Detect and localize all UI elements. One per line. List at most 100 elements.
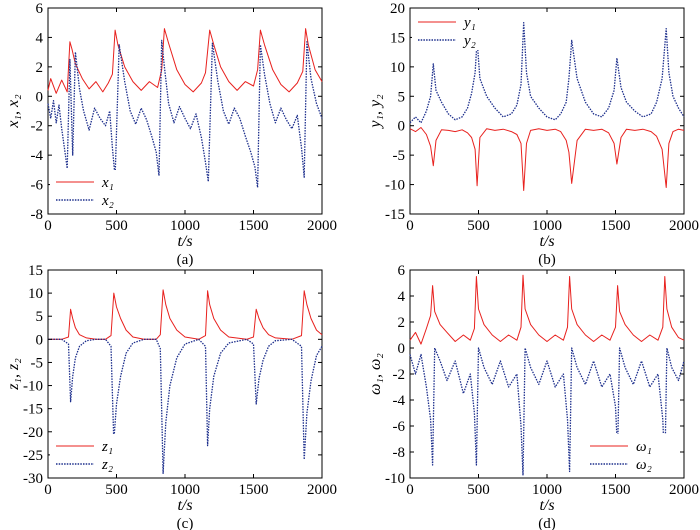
y-axis-label-c: z₁, z₂ <box>5 358 22 391</box>
series-line-c-2 <box>48 338 323 475</box>
legend-c: z₁ z₂ <box>50 434 146 474</box>
ticks-d: 0 500 1000 1500 2000 -10 -8 -6 -4 -2 0 2 4 6 <box>385 263 699 498</box>
x-tick-label-d-2: 1000 <box>532 482 562 498</box>
series-layer-d <box>409 274 685 477</box>
y-tick-label-a-3: -2 <box>31 119 44 135</box>
legend-box-d <box>584 434 680 474</box>
legend-box-a <box>50 170 146 210</box>
x-tick-label-b-1: 500 <box>467 218 490 234</box>
caption-a: (a) <box>177 252 194 268</box>
y-tick-label-c-8: 10 <box>28 286 43 302</box>
x-tick-label-b-0: 0 <box>406 218 414 234</box>
x-tick-label-c-1: 500 <box>105 482 128 498</box>
legend-label-a-1: x₁ <box>101 175 114 191</box>
y-axis-label-b: y₁, y₂ <box>367 94 384 130</box>
series-line-c-1 <box>48 289 323 340</box>
y-tick-label-c-6: 0 <box>36 332 44 348</box>
x-tick-label-d-1: 500 <box>467 482 490 498</box>
y-tick-label-d-8: 6 <box>398 263 406 279</box>
legend-label-a-2: x₂ <box>101 193 114 209</box>
x-tick-label-c-3: 1500 <box>239 482 269 498</box>
x-tick-label-c-0: 0 <box>44 482 52 498</box>
y-tick-label-d-7: 4 <box>398 289 406 305</box>
y-tick-label-b-1: -10 <box>385 178 405 194</box>
series-line-b-2 <box>409 22 685 124</box>
x-tick-label-d-0: 0 <box>406 482 414 498</box>
legend-label-d-2: ω₂ <box>636 457 652 473</box>
y-tick-label-d-6: 2 <box>398 315 406 331</box>
x-axis-label-a: t/s <box>177 233 192 250</box>
y-tick-label-a-2: -4 <box>31 148 44 164</box>
x-tick-label-a-1: 500 <box>105 218 128 234</box>
legend-b: y₁ y₂ <box>412 10 508 50</box>
x-tick-label-d-4: 2000 <box>669 482 699 498</box>
caption-c: (c) <box>177 516 194 530</box>
x-tick-label-a-2: 1000 <box>170 218 200 234</box>
y-tick-label-b-2: -5 <box>393 148 406 164</box>
legend-label-c-2: z₂ <box>101 457 113 473</box>
series-layer-b <box>409 22 685 191</box>
series-line-b-1 <box>409 127 685 191</box>
y-tick-label-c-4: -10 <box>23 379 43 395</box>
panel-c: 0 500 1000 1500 2000-30-25-20-15-10-5051015 … <box>5 263 337 530</box>
y-tick-label-c-3: -15 <box>23 402 43 418</box>
legend-label-c-1: z₁ <box>101 439 113 455</box>
y-tick-label-a-1: -6 <box>31 178 44 194</box>
y-tick-label-b-5: 10 <box>390 60 405 76</box>
y-tick-label-d-4: -2 <box>393 367 406 383</box>
panel-b: 0 500 1000 1500 2000 -15 -10 -5 0 5 10 15 20 t/s y₁,… <box>367 1 699 268</box>
y-tick-label-a-0: -8 <box>31 207 44 223</box>
x-tick-label-a-0: 0 <box>44 218 52 234</box>
y-tick-label-c-9: 15 <box>28 263 43 279</box>
y-tick-label-d-2: -6 <box>393 419 406 435</box>
legend-box-c <box>50 434 146 474</box>
x-tick-label-c-2: 1000 <box>170 482 200 498</box>
y-tick-label-d-0: -10 <box>385 471 405 487</box>
y-tick-label-a-5: 2 <box>36 60 44 76</box>
legend-label-d-1: ω₁ <box>636 439 652 455</box>
y-tick-label-a-4: 0 <box>36 89 44 105</box>
y-tick-label-d-3: -4 <box>393 393 406 409</box>
legend-label-b-1: y₁ <box>462 15 476 31</box>
x-tick-label-b-3: 1500 <box>601 218 631 234</box>
legend-d: ω₁ ω₂ <box>584 434 680 474</box>
y-tick-label-d-1: -8 <box>393 445 406 461</box>
x-tick-label-c-4: 2000 <box>307 482 337 498</box>
x-tick-label-a-4: 2000 <box>307 218 337 234</box>
y-tick-label-b-0: -15 <box>385 207 405 223</box>
series-layer-c <box>48 289 323 475</box>
x-tick-label-b-4: 2000 <box>669 218 699 234</box>
caption-d: (d) <box>538 516 556 530</box>
panel-d: 0 500 1000 1500 2000 -10 -8 -6 -4 -2 0 2 4 6 t/s ω₁, … <box>367 263 699 530</box>
y-tick-label-c-2: -20 <box>23 425 43 441</box>
ticks-b: 0 500 1000 1500 2000 -15 -10 -5 0 5 10 15 20 <box>385 1 699 234</box>
series-line-d-1 <box>409 274 685 345</box>
y-tick-label-b-3: 0 <box>398 119 406 135</box>
y-axis-label-d: ω₁, ω₂ <box>367 353 384 395</box>
x-axis-label-c: t/s <box>177 497 192 514</box>
y-tick-label-c-0: -30 <box>23 471 43 487</box>
y-tick-label-b-6: 15 <box>390 30 405 46</box>
y-tick-label-b-4: 5 <box>398 89 406 105</box>
y-axis-label-a: x₁, x₂ <box>5 94 22 129</box>
y-tick-label-b-7: 20 <box>390 1 405 17</box>
y-tick-label-a-6: 4 <box>36 30 44 46</box>
x-axis-label-d: t/s <box>539 497 554 514</box>
x-tick-label-a-3: 1500 <box>239 218 269 234</box>
caption-b: (b) <box>538 252 556 268</box>
y-tick-label-c-7: 5 <box>36 309 44 325</box>
series-line-a-1 <box>47 28 323 94</box>
legend-label-b-2: y₂ <box>462 33 476 49</box>
x-tick-label-d-3: 1500 <box>601 482 631 498</box>
y-tick-label-c-1: -25 <box>23 448 43 464</box>
series-line-a-2 <box>47 39 323 189</box>
x-tick-label-b-2: 1000 <box>532 218 562 234</box>
legend-a: x₁ x₂ <box>50 170 146 210</box>
y-tick-label-c-5: -5 <box>31 355 44 371</box>
series-line-d-2 <box>409 347 685 477</box>
series-layer-a <box>47 28 323 189</box>
legend-box-b <box>412 10 508 50</box>
y-tick-label-d-5: 0 <box>398 341 406 357</box>
